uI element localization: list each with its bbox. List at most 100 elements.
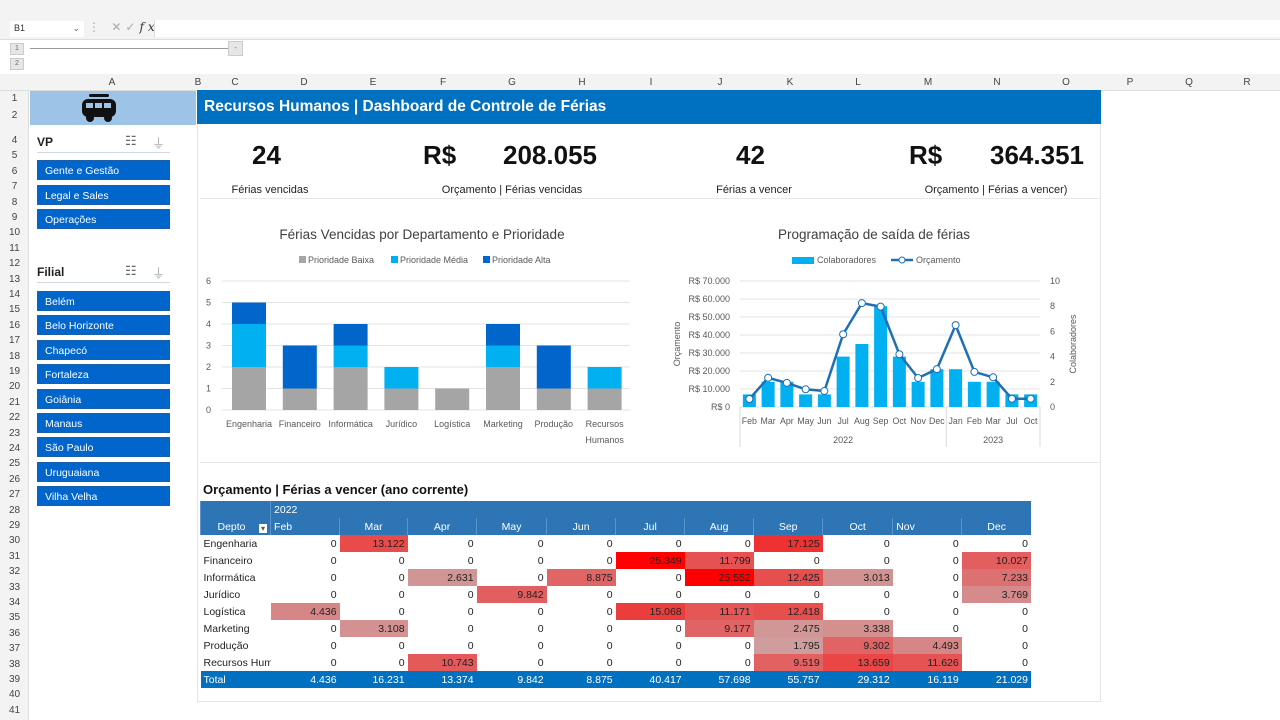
line-point[interactable] [857, 299, 866, 308]
pivot-cell[interactable]: 3.338 [822, 620, 893, 637]
pivot-cell[interactable]: 0 [606, 622, 613, 635]
row-header-16[interactable]: 16 [8, 319, 21, 331]
pivot-cell[interactable]: 0 [883, 588, 890, 601]
multi-select-icon[interactable]: ☷ [125, 133, 137, 148]
row-header-8[interactable]: 8 [11, 196, 18, 208]
pivot-cell[interactable]: 0 [1022, 537, 1028, 550]
line-point[interactable] [895, 350, 904, 359]
pivot-cell[interactable]: 0 [398, 605, 405, 618]
pivot-total-cell[interactable]: 16.231 [339, 671, 408, 688]
row-header-17[interactable]: 17 [8, 335, 21, 347]
row-header-5[interactable]: 5 [11, 150, 18, 162]
line-point[interactable] [782, 378, 791, 387]
pivot-month-header[interactable]: Dec [961, 518, 1031, 535]
row-header-22[interactable]: 22 [8, 412, 21, 424]
pivot-cell[interactable]: 8.875 [546, 569, 616, 586]
slicer-filial-item[interactable]: Fortaleza [37, 364, 170, 385]
slicer-vp-item[interactable]: Legal e Sales [37, 184, 170, 205]
pivot-cell[interactable]: 3.013 [822, 569, 893, 586]
row-header-12[interactable]: 12 [8, 258, 21, 270]
pivot-cell[interactable]: 4.493 [892, 637, 962, 654]
bar-segment[interactable] [282, 345, 317, 389]
row-header-6[interactable]: 6 [11, 165, 18, 177]
pivot-cell[interactable]: 0 [330, 639, 337, 652]
bar-segment[interactable] [384, 388, 419, 411]
pivot-year[interactable]: 2022 [270, 501, 1031, 518]
bar-segment[interactable] [536, 345, 571, 389]
pivot-cell[interactable]: 0 [744, 588, 751, 601]
row-header-23[interactable]: 23 [8, 427, 21, 439]
name-box[interactable]: B1 ⌄ [10, 21, 84, 37]
bar-segment[interactable] [232, 324, 266, 367]
column-header-M[interactable]: M [923, 77, 933, 88]
pivot-cell[interactable]: 0 [952, 622, 959, 635]
row-header-29[interactable]: 29 [8, 520, 21, 531]
line-point[interactable] [989, 373, 998, 382]
pivot-cell[interactable]: 0 [537, 537, 544, 550]
multi-select-icon[interactable]: ☷ [125, 263, 137, 278]
line-point[interactable] [764, 373, 773, 382]
pivot-cell[interactable]: 0 [537, 571, 544, 584]
row-header-2[interactable]: 2 [11, 110, 18, 121]
pivot-depto[interactable]: Engenharia [203, 537, 258, 550]
pivot-cell[interactable]: 17.125 [753, 535, 823, 552]
pivot-cell[interactable]: 0 [467, 554, 474, 567]
bar-segment[interactable] [486, 367, 520, 410]
pivot-cell[interactable]: 0 [398, 588, 405, 601]
pivot-cell[interactable]: 12.418 [753, 603, 823, 620]
row-header-9[interactable]: 9 [11, 212, 18, 223]
slicer-vp-item[interactable]: Operações [37, 209, 170, 229]
row-header-40[interactable]: 40 [8, 689, 21, 701]
outline-level-2[interactable]: 2 [10, 58, 24, 70]
pivot-cell[interactable]: 13.659 [822, 654, 893, 671]
pivot-cell[interactable]: 0 [675, 639, 682, 652]
line-point[interactable] [839, 330, 848, 339]
bar-colaboradores[interactable] [986, 381, 1000, 407]
line-point[interactable] [876, 302, 885, 311]
pivot-cell[interactable]: 0 [952, 537, 959, 550]
column-header-L[interactable]: L [855, 77, 861, 88]
pivot-cell[interactable]: 0 [1022, 656, 1028, 669]
outline-collapse-button[interactable]: - [228, 41, 243, 56]
row-header-38[interactable]: 38 [8, 658, 21, 670]
slicer-filial-item[interactable]: Goiânia [37, 388, 170, 409]
pivot-cell[interactable]: 0 [537, 639, 544, 652]
pivot-cell[interactable]: 0 [537, 605, 544, 618]
pivot-depto[interactable]: Recursos Hum [203, 656, 271, 669]
bar-colaboradores[interactable] [911, 381, 925, 407]
pivot-cell[interactable]: 0 [675, 622, 682, 635]
pivot-month-header[interactable]: Feb [270, 518, 340, 535]
row-header-13[interactable]: 13 [8, 273, 21, 285]
bar-colaboradores[interactable] [949, 369, 963, 407]
pivot-cell[interactable]: 0 [813, 554, 820, 567]
bar-colaboradores[interactable] [967, 381, 981, 407]
pivot-cell[interactable]: 0 [330, 588, 337, 601]
pivot-cell[interactable]: 0 [952, 554, 959, 567]
pivot-cell[interactable]: 0 [467, 622, 474, 635]
pivot-cell[interactable]: 0 [606, 605, 613, 618]
row-header-36[interactable]: 36 [8, 627, 21, 639]
column-header-C[interactable]: C [231, 77, 239, 88]
pivot-cell[interactable]: 11.171 [684, 603, 754, 620]
pivot-cell[interactable]: 0 [467, 639, 474, 652]
pivot-cell[interactable]: 0 [330, 571, 337, 584]
pivot-cell[interactable]: 10.743 [407, 654, 477, 671]
pivot-month-header[interactable]: Mar [339, 518, 408, 535]
pivot-total-cell[interactable]: 55.757 [753, 671, 823, 688]
pivot-cell[interactable]: 9.177 [684, 620, 754, 637]
slicer-filial-item[interactable]: São Paulo [37, 437, 170, 458]
bar-segment[interactable] [587, 367, 622, 389]
pivot-cell[interactable]: 0 [952, 605, 959, 618]
pivot-cell[interactable]: 1.795 [753, 637, 823, 654]
row-header-27[interactable]: 27 [8, 489, 21, 501]
pivot-cell[interactable]: 9.842 [476, 586, 547, 603]
row-header-19[interactable]: 19 [8, 366, 21, 377]
row-header-34[interactable]: 34 [8, 597, 21, 608]
pivot-cell[interactable]: 0 [952, 571, 959, 584]
pivot-total-cell[interactable]: 9.842 [476, 671, 547, 688]
filter-dropdown-icon[interactable]: ▾ [259, 523, 268, 533]
pivot-depto[interactable]: Financeiro [203, 554, 253, 567]
pivot-cell[interactable]: 11.799 [684, 552, 754, 569]
pivot-cell[interactable]: 0 [330, 656, 337, 669]
outline-level-1[interactable]: 1 [10, 43, 24, 55]
